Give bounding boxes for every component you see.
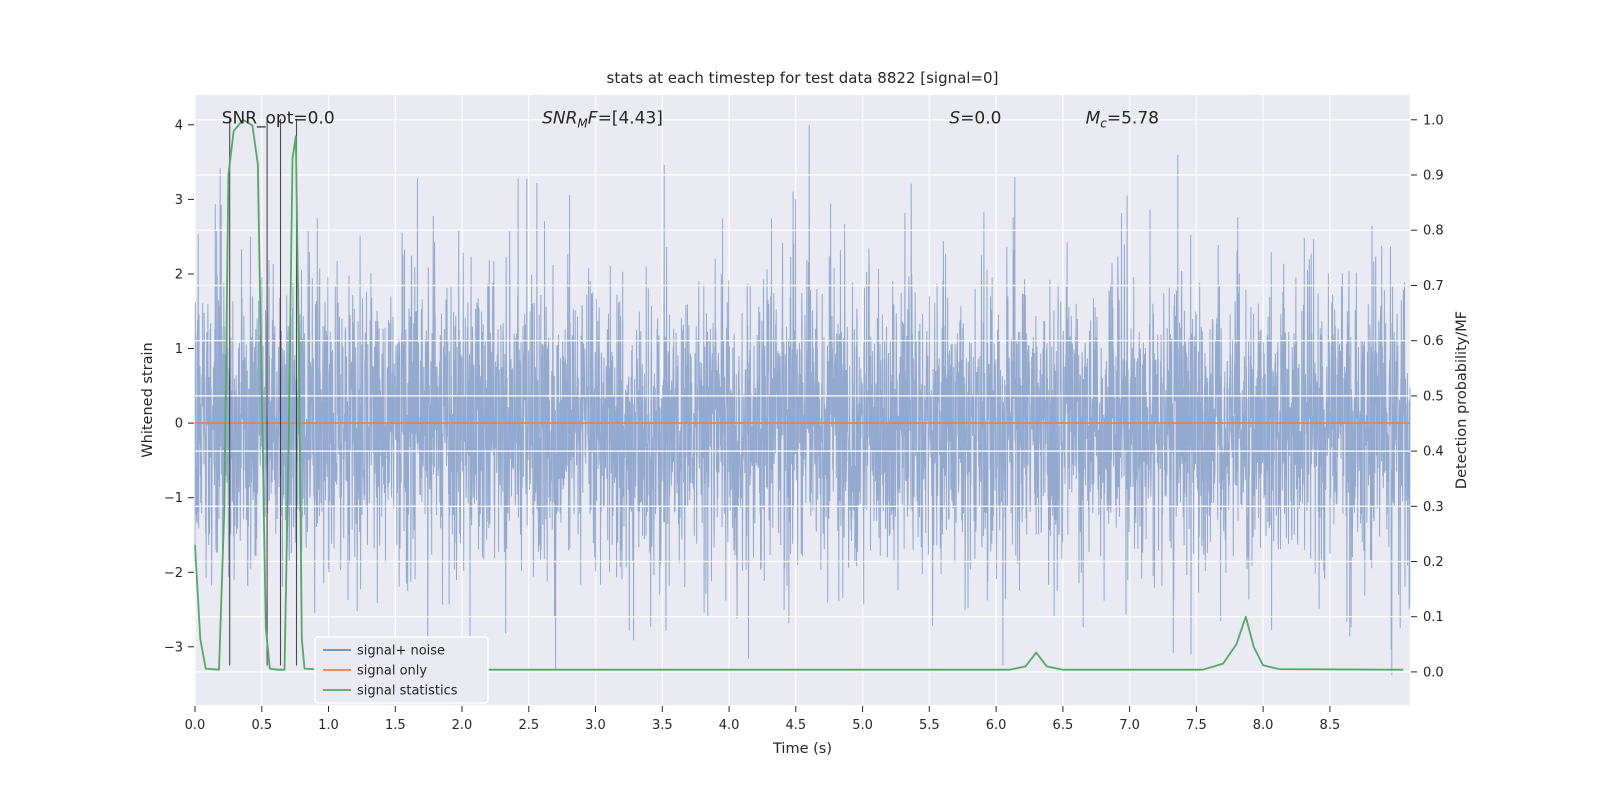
legend-box bbox=[314, 636, 489, 704]
plot-annotation: Mc=5.78 bbox=[1086, 108, 1159, 130]
plot-annotation: SNR_opt=0.0 bbox=[222, 108, 335, 128]
statistics-series-line bbox=[194, 118, 1404, 671]
left-tick-label: −1 bbox=[164, 491, 183, 506]
plot-annotation: S=0.0 bbox=[949, 108, 1001, 128]
x-tick-label: 6.5 bbox=[1053, 718, 1074, 733]
left-tick-label: −3 bbox=[164, 640, 183, 655]
x-tick-label: 7.5 bbox=[1186, 718, 1207, 733]
left-tick-label: 4 bbox=[175, 118, 183, 133]
x-tick-label: 2.5 bbox=[518, 718, 539, 733]
legend-label: signal statistics bbox=[357, 684, 458, 699]
right-tick-label: 0.5 bbox=[1423, 389, 1444, 404]
right-tick-label: 0.4 bbox=[1423, 445, 1444, 460]
plot-annotation: SNRMF=[4.43] bbox=[542, 108, 663, 130]
x-tick-label: 0.0 bbox=[185, 718, 206, 733]
x-tick-label: 5.0 bbox=[852, 718, 873, 733]
right-tick-label: 0.1 bbox=[1423, 610, 1444, 625]
right-tick-label: 0.7 bbox=[1423, 279, 1444, 294]
x-tick-label: 8.0 bbox=[1253, 718, 1274, 733]
chart-title: stats at each timestep for test data 882… bbox=[606, 69, 999, 87]
x-tick-label: 1.5 bbox=[385, 718, 406, 733]
left-tick-label: 3 bbox=[175, 193, 183, 208]
x-tick-label: 0.5 bbox=[251, 718, 272, 733]
x-tick-label: 5.5 bbox=[919, 718, 940, 733]
left-tick-label: −2 bbox=[164, 566, 183, 581]
left-tick-label: 2 bbox=[175, 268, 183, 283]
right-tick-label: 0.8 bbox=[1423, 224, 1444, 239]
right-tick-label: 0.3 bbox=[1423, 500, 1444, 515]
right-tick-label: 1.0 bbox=[1423, 113, 1444, 128]
legend-label: signal+ noise bbox=[357, 644, 445, 659]
right-tick-label: 0.6 bbox=[1423, 334, 1444, 349]
x-tick-label: 2.0 bbox=[452, 718, 473, 733]
right-tick-label: 0.9 bbox=[1423, 169, 1444, 184]
x-axis-label: Time (s) bbox=[773, 741, 832, 757]
legend-label: signal only bbox=[357, 664, 427, 679]
x-tick-label: 8.5 bbox=[1320, 718, 1341, 733]
x-tick-label: 1.0 bbox=[318, 718, 339, 733]
noise-series-line bbox=[194, 124, 1411, 676]
x-tick-label: 7.0 bbox=[1119, 718, 1140, 733]
left-tick-label: 1 bbox=[175, 342, 183, 357]
right-tick-label: 0.2 bbox=[1423, 555, 1444, 570]
left-tick-label: 0 bbox=[175, 417, 183, 432]
x-tick-label: 3.0 bbox=[585, 718, 606, 733]
right-tick-label: 0.0 bbox=[1423, 665, 1444, 680]
x-tick-label: 4.0 bbox=[719, 718, 740, 733]
x-tick-label: 3.5 bbox=[652, 718, 673, 733]
x-tick-label: 4.5 bbox=[785, 718, 806, 733]
x-tick-label: 6.0 bbox=[986, 718, 1007, 733]
